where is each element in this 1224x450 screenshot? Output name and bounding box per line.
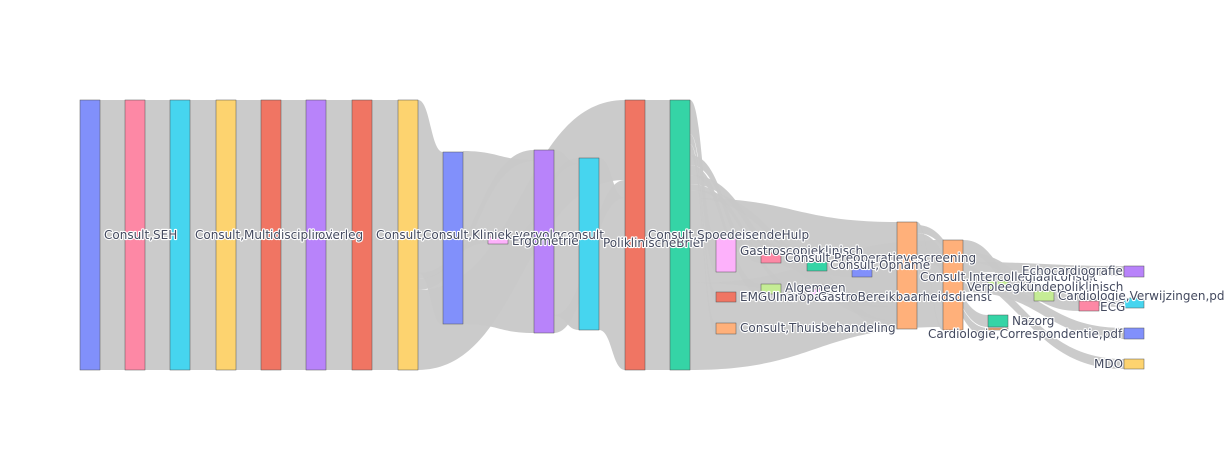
sankey-node-label-n12: PoliklinischeBrief: [603, 236, 705, 250]
sankey-link-n5-n6: [281, 100, 306, 370]
sankey-node-label-n17: Consult,Thuisbehandeling: [740, 321, 896, 335]
sankey-link-n11-n12: [554, 150, 579, 330]
sankey-node-n3: [169, 99, 191, 371]
sankey-node-n8: [397, 99, 419, 371]
sankey-node-n9: [442, 151, 464, 325]
sankey-node-label-n2: Consult,SEH: [104, 228, 177, 242]
sankey-link-n12-n13: [599, 158, 625, 370]
sankey-node-n14: [669, 99, 691, 371]
sankey-node-label-n9: Consult,Kliniek,vervolgconsult: [423, 228, 604, 242]
sankey-labels: Consult,SEH Consult,Multidisciplinairover…: [103, 227, 1224, 372]
sankey-node-n26: [987, 314, 1009, 328]
sankey-node-n24: [942, 239, 964, 331]
sankey-link-n4-n5: [236, 100, 261, 370]
sankey-node-label-n18: Gastroscopieklinisch: [740, 244, 863, 258]
sankey-node-n19: [760, 283, 782, 295]
sankey-node-n6: [305, 99, 327, 371]
sankey-link-n1-n2: [100, 100, 125, 370]
sankey-node-n32: [1123, 327, 1145, 340]
sankey-node-label-n19: Algemeen: [785, 281, 846, 295]
sankey-node-label-n14: Consult,SpoedeisendeHulp: [648, 228, 809, 242]
sankey-node-n17: [715, 322, 737, 335]
sankey-node-n12: [578, 157, 600, 331]
sankey-node-n25: [987, 280, 1009, 290]
sankey-node-label-n26: Nazorg: [1012, 314, 1054, 328]
sankey-link-n23-n33: [917, 254, 1124, 369]
sankey-node-n15: [715, 237, 737, 273]
sankey-node-label-n28: Cardiologie,Verwijzingen,pdf: [1058, 289, 1224, 303]
sankey-node-n7: [351, 99, 373, 371]
sankey-node-n30: [1123, 265, 1145, 278]
sankey-node-label-n21: GastroBereikbaarheidsdienst: [818, 290, 992, 304]
sankey-link-n2-n3: [145, 100, 170, 370]
sankey-node-n18: [760, 252, 782, 264]
sankey-node-n1: [79, 99, 101, 371]
sankey-node-n10: [487, 236, 509, 245]
sankey-node-label-n33: MDO: [1094, 357, 1123, 371]
sankey-node-label-n29: ECG: [1100, 300, 1125, 314]
sankey-link-n24-n32: [963, 281, 1124, 339]
sankey-link-n23-n24: [917, 222, 943, 330]
sankey-node-n21: [806, 288, 828, 296]
sankey-node-n5: [260, 99, 282, 371]
sankey-link-n3-n4: [190, 100, 216, 370]
sankey-node-label-n6: overleg: [318, 228, 363, 242]
sankey-node-n16: [715, 291, 737, 303]
sankey-nodes: [79, 99, 1145, 371]
sankey-node-label-n22: Consult,Opname: [830, 258, 930, 272]
sankey-link-n14-n24: [690, 240, 943, 370]
sankey-node-label-n10: Ergometrie: [512, 234, 579, 248]
sankey-link-n13-n14: [645, 100, 670, 370]
sankey-node-n31: [1123, 297, 1145, 309]
sankey-node-label-n4: Consult,Multidisciplinair: [195, 228, 338, 242]
sankey-link-n24-n30: [963, 262, 1124, 276]
sankey-node-n13: [624, 99, 646, 371]
sankey-link-n6-n7: [326, 100, 352, 370]
sankey-node-n2: [124, 99, 146, 371]
sankey-link-n7-n8: [372, 100, 398, 370]
sankey-node-label-n20: Consult,Preoperatievescreening: [785, 251, 976, 265]
sankey-node-label-n16: EMGUInaropathie: [740, 290, 845, 304]
sankey-node-n27: [987, 327, 1009, 331]
sankey-node-label-n8: Consult,: [376, 228, 425, 242]
sankey-node-n33: [1123, 358, 1145, 370]
sankey-node-n22: [851, 268, 873, 278]
sankey-node-label-n27: Cardiologie,Correspondentie,pdf: [928, 327, 1123, 341]
sankey-node-label-n24: Consult,Intercollegiaalconsult: [920, 270, 1098, 284]
sankey-node-n20: [806, 261, 828, 272]
sankey-node-n28: [1033, 290, 1055, 302]
sankey-link-n18-n23: [781, 253, 897, 329]
sankey-node-label-n25: Verpleegkundepoliklinisch: [967, 280, 1123, 294]
sankey-node-n29: [1078, 300, 1100, 312]
sankey-node-n11: [533, 149, 555, 334]
sankey-node-n4: [215, 99, 237, 371]
sankey-node-label-n30: Echocardiografie: [1022, 264, 1123, 278]
sankey-node-n23: [896, 221, 918, 330]
